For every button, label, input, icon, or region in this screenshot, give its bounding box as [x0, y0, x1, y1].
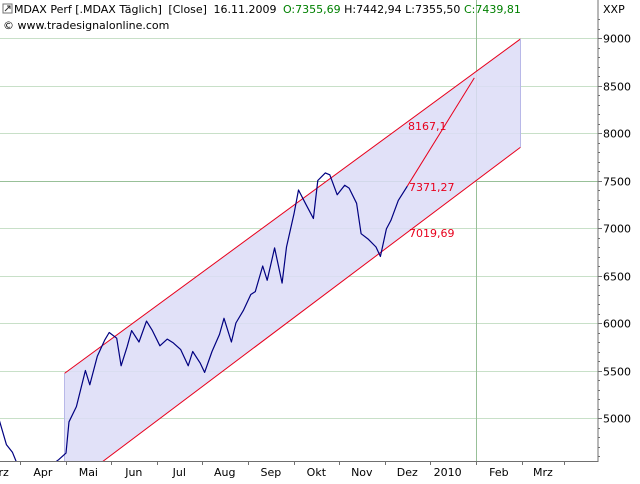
y-axis: XXP 5000 5500 6000 6500 7000 7500 8000 8500 9000 [598, 3, 631, 457]
copyright-label: © www.tradesignalonline.com [3, 19, 169, 32]
x-tick-label: Jun [124, 466, 142, 479]
x-tick-label: Apr [33, 466, 53, 479]
x-tick-label: Jul [172, 466, 186, 479]
channel-annotations: 8167,1 7371,27 7019,69 [408, 120, 455, 240]
header: MDAX Perf [.MDAX Täglich] [Close] 16.11.… [2, 3, 521, 32]
x-tick-label: Okt [307, 466, 327, 479]
close-value: C:7439,81 [464, 3, 521, 16]
channel-lower-line [71, 146, 521, 484]
y-tick-label: 5000 [603, 413, 631, 426]
x-tick-label: Mrz [0, 466, 9, 479]
y-tick-label: 5500 [603, 366, 631, 379]
channel-value-label: 7019,69 [409, 227, 455, 240]
price-line [0, 172, 408, 464]
y-axis-unit-label: XXP [603, 3, 625, 16]
x-tick-label: Mai [79, 466, 98, 479]
y-tick-label: 6000 [603, 318, 631, 331]
x-tick-label: 2010 [434, 466, 462, 479]
low-value: L:7355,50 [405, 3, 460, 16]
y-tick-label: 8000 [603, 128, 631, 141]
x-tick-label: Mrz [533, 466, 553, 479]
symbol-label: MDAX Perf [.MDAX Täglich] [14, 3, 162, 16]
y-tick-label: 6500 [603, 271, 631, 284]
channel-value-label: 7371,27 [409, 181, 455, 194]
x-axis: Mrz Apr Mai Jun Jul Aug Sep Okt Nov Dez 2010 Feb Mrz [0, 461, 565, 479]
bottom-axis-area [0, 462, 640, 480]
channel-fill [64, 38, 521, 484]
x-tick-label: Dez [397, 466, 418, 479]
y-tick-label: 9000 [603, 33, 631, 46]
header-quote-line: MDAX Perf [.MDAX Täglich] [Close] 16.11.… [14, 3, 521, 16]
x-tick-label: Aug [214, 466, 235, 479]
y-tick-label: 7000 [603, 223, 631, 236]
x-tick-label: Sep [261, 466, 282, 479]
window-toggle-glyph [4, 5, 11, 12]
x-tick-label: Nov [351, 466, 373, 479]
open-value: O:7355,69 [283, 3, 341, 16]
date-label: 16.11.2009 [213, 3, 276, 16]
regression-channel [64, 38, 522, 484]
price-series [0, 172, 408, 464]
x-tick-label: Feb [489, 466, 508, 479]
y-tick-label: 8500 [603, 81, 631, 94]
high-value: H:7442,94 [344, 3, 401, 16]
channel-value-label: 8167,1 [408, 120, 447, 133]
mode-label: [Close] [168, 3, 207, 16]
y-tick-label: 7500 [603, 176, 631, 189]
grid-lines [0, 0, 598, 461]
channel-upper-line [64, 38, 521, 374]
projection-line [406, 77, 475, 187]
